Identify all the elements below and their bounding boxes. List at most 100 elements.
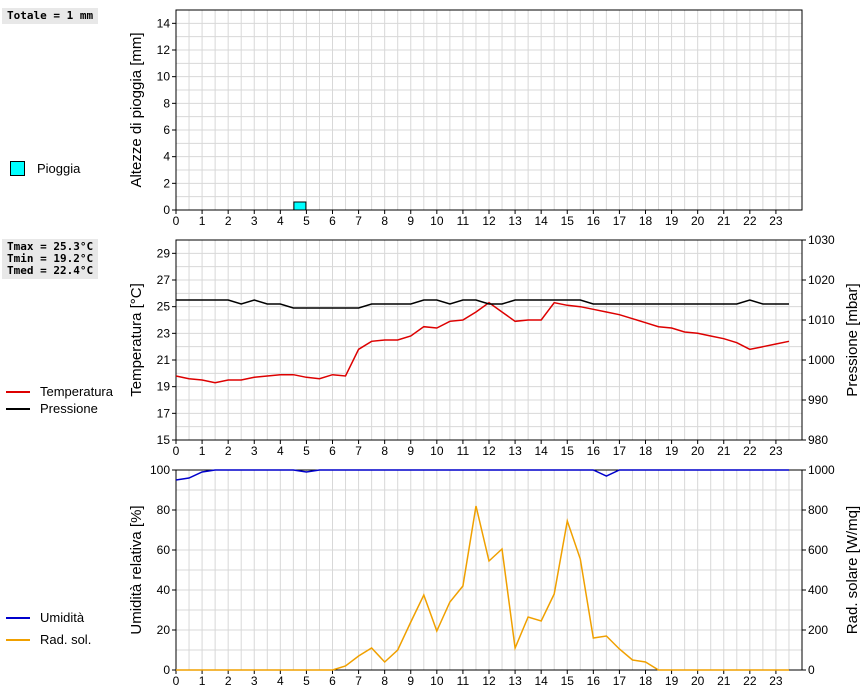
x-tick-label: 13 bbox=[508, 674, 522, 688]
humidity-line bbox=[175, 469, 789, 481]
legend-radiation: Rad. sol. bbox=[6, 632, 91, 647]
y-tick-label: 12 bbox=[157, 43, 171, 57]
legend-radiation-label: Rad. sol. bbox=[40, 632, 92, 647]
x-tick-label: 7 bbox=[355, 214, 362, 228]
x-tick-label: 0 bbox=[173, 674, 180, 688]
y-tick-label: 17 bbox=[157, 406, 171, 420]
pressure-line-icon bbox=[6, 407, 30, 410]
y-tick-label: 8 bbox=[163, 96, 170, 110]
y2-tick-label: 1020 bbox=[808, 273, 835, 287]
y-tick-label: 100 bbox=[150, 463, 170, 477]
y-tick-label: 23 bbox=[157, 326, 171, 340]
temperature-line-icon bbox=[6, 390, 30, 393]
x-tick-label: 22 bbox=[743, 674, 757, 688]
total-rain-box: Totale = 1 mm bbox=[2, 8, 99, 24]
x-tick-label: 16 bbox=[587, 444, 601, 458]
x-tick-label: 9 bbox=[407, 214, 414, 228]
x-tick-label: 16 bbox=[587, 214, 601, 228]
rain-swatch-icon bbox=[10, 161, 25, 176]
x-tick-label: 0 bbox=[173, 214, 180, 228]
y-tick-label: 27 bbox=[157, 273, 171, 287]
x-tick-label: 11 bbox=[457, 444, 470, 458]
x-tick-label: 4 bbox=[277, 674, 284, 688]
x-tick-label: 14 bbox=[534, 444, 548, 458]
y-tick-label: 29 bbox=[157, 246, 171, 260]
x-tick-label: 9 bbox=[407, 674, 414, 688]
chart-panel-1: 0 1 2 3 4 5 6 7 8 9 10 11 12 13 14 15 16 17 18 19 20 21 22 2302… bbox=[128, 9, 803, 228]
x-tick-label: 10 bbox=[430, 444, 444, 458]
radiation-line-icon bbox=[6, 638, 30, 641]
x-tick-label: 1 bbox=[199, 444, 206, 458]
x-tick-label: 1 bbox=[199, 214, 206, 228]
x-tick-label: 10 bbox=[430, 674, 444, 688]
legend-temperature: Temperatura bbox=[6, 384, 113, 399]
y-tick-label: 2 bbox=[163, 176, 170, 190]
x-tick-label: 5 bbox=[303, 214, 310, 228]
x-tick-label: 7 bbox=[355, 674, 362, 688]
tmax-text: Tmax = 25.3°C bbox=[7, 240, 94, 253]
x-tick-label: 2 bbox=[225, 214, 232, 228]
x-tick-label: 14 bbox=[534, 214, 548, 228]
x-tick-label: 6 bbox=[329, 674, 336, 688]
y2-tick-label: 1010 bbox=[808, 313, 835, 327]
y-tick-label: 10 bbox=[157, 70, 171, 84]
y2-tick-label: 990 bbox=[808, 393, 828, 407]
x-tick-label: 13 bbox=[508, 444, 522, 458]
y2-tick-label: 800 bbox=[808, 503, 828, 517]
y2-tick-label: 1000 bbox=[808, 353, 835, 367]
pressure-line bbox=[176, 299, 789, 309]
y-axis-label: Temperatura [°C] bbox=[128, 283, 145, 397]
tmed-text: Tmed = 22.4°C bbox=[7, 264, 94, 277]
x-tick-label: 12 bbox=[482, 214, 496, 228]
x-tick-label: 19 bbox=[665, 444, 679, 458]
x-tick-label: 17 bbox=[613, 444, 627, 458]
x-tick-label: 20 bbox=[691, 444, 705, 458]
x-tick-label: 17 bbox=[613, 214, 627, 228]
x-tick-label: 4 bbox=[277, 214, 284, 228]
y-tick-label: 0 bbox=[163, 203, 170, 217]
y2-tick-label: 1030 bbox=[808, 233, 835, 247]
x-tick-label: 1 bbox=[199, 674, 206, 688]
temperature-summary-box: Tmax = 25.3°C Tmin = 19.2°C Tmed = 22.4°C bbox=[2, 239, 99, 279]
x-tick-label: 2 bbox=[225, 674, 232, 688]
legend-pressure: Pressione bbox=[6, 401, 98, 416]
x-tick-label: 7 bbox=[355, 444, 362, 458]
x-tick-label: 5 bbox=[303, 674, 310, 688]
x-tick-label: 2 bbox=[225, 444, 232, 458]
legend-rain: Pioggia bbox=[10, 161, 80, 176]
chart-panel-3: 0 1 2 3 4 5 6 7 8 9 10 11 12 13 14 15 16 17 18 19 20 21 22 2302… bbox=[128, 463, 860, 688]
x-tick-label: 18 bbox=[639, 674, 653, 688]
legend-pressure-label: Pressione bbox=[40, 401, 98, 416]
legend-rain-label: Pioggia bbox=[37, 161, 81, 176]
x-tick-label: 20 bbox=[691, 674, 705, 688]
x-tick-label: 21 bbox=[717, 214, 731, 228]
y2-axis-label: Rad. solare [W/mq] bbox=[844, 506, 860, 634]
y-tick-label: 4 bbox=[163, 150, 170, 164]
y-tick-label: 21 bbox=[157, 353, 171, 367]
y-tick-label: 6 bbox=[163, 123, 170, 137]
legend-humidity: Umidità bbox=[6, 610, 84, 625]
x-tick-label: 5 bbox=[303, 444, 310, 458]
x-tick-label: 15 bbox=[561, 444, 575, 458]
y-tick-label: 25 bbox=[157, 300, 171, 314]
x-tick-label: 11 bbox=[457, 674, 470, 688]
x-tick-label: 12 bbox=[482, 444, 496, 458]
x-tick-label: 3 bbox=[251, 214, 258, 228]
temperature-line bbox=[175, 301, 790, 384]
x-tick-label: 8 bbox=[381, 214, 388, 228]
radiation-line bbox=[176, 505, 789, 671]
x-tick-label: 20 bbox=[691, 214, 705, 228]
rain-bar bbox=[293, 201, 307, 211]
y-tick-label: 0 bbox=[163, 663, 170, 677]
x-tick-label: 14 bbox=[534, 674, 548, 688]
x-tick-label: 22 bbox=[743, 444, 757, 458]
x-tick-label: 3 bbox=[251, 674, 258, 688]
x-tick-label: 23 bbox=[769, 444, 783, 458]
y-tick-label: 40 bbox=[157, 583, 171, 597]
y-tick-label: 15 bbox=[157, 433, 171, 447]
chart-panel-2: 0 1 2 3 4 5 6 7 8 9 10 11 12 13 14 15 16 17 18 19 20 21 22 2315… bbox=[128, 233, 860, 458]
y2-tick-label: 1000 bbox=[808, 463, 835, 477]
y-tick-label: 20 bbox=[157, 623, 171, 637]
x-tick-label: 17 bbox=[613, 674, 627, 688]
